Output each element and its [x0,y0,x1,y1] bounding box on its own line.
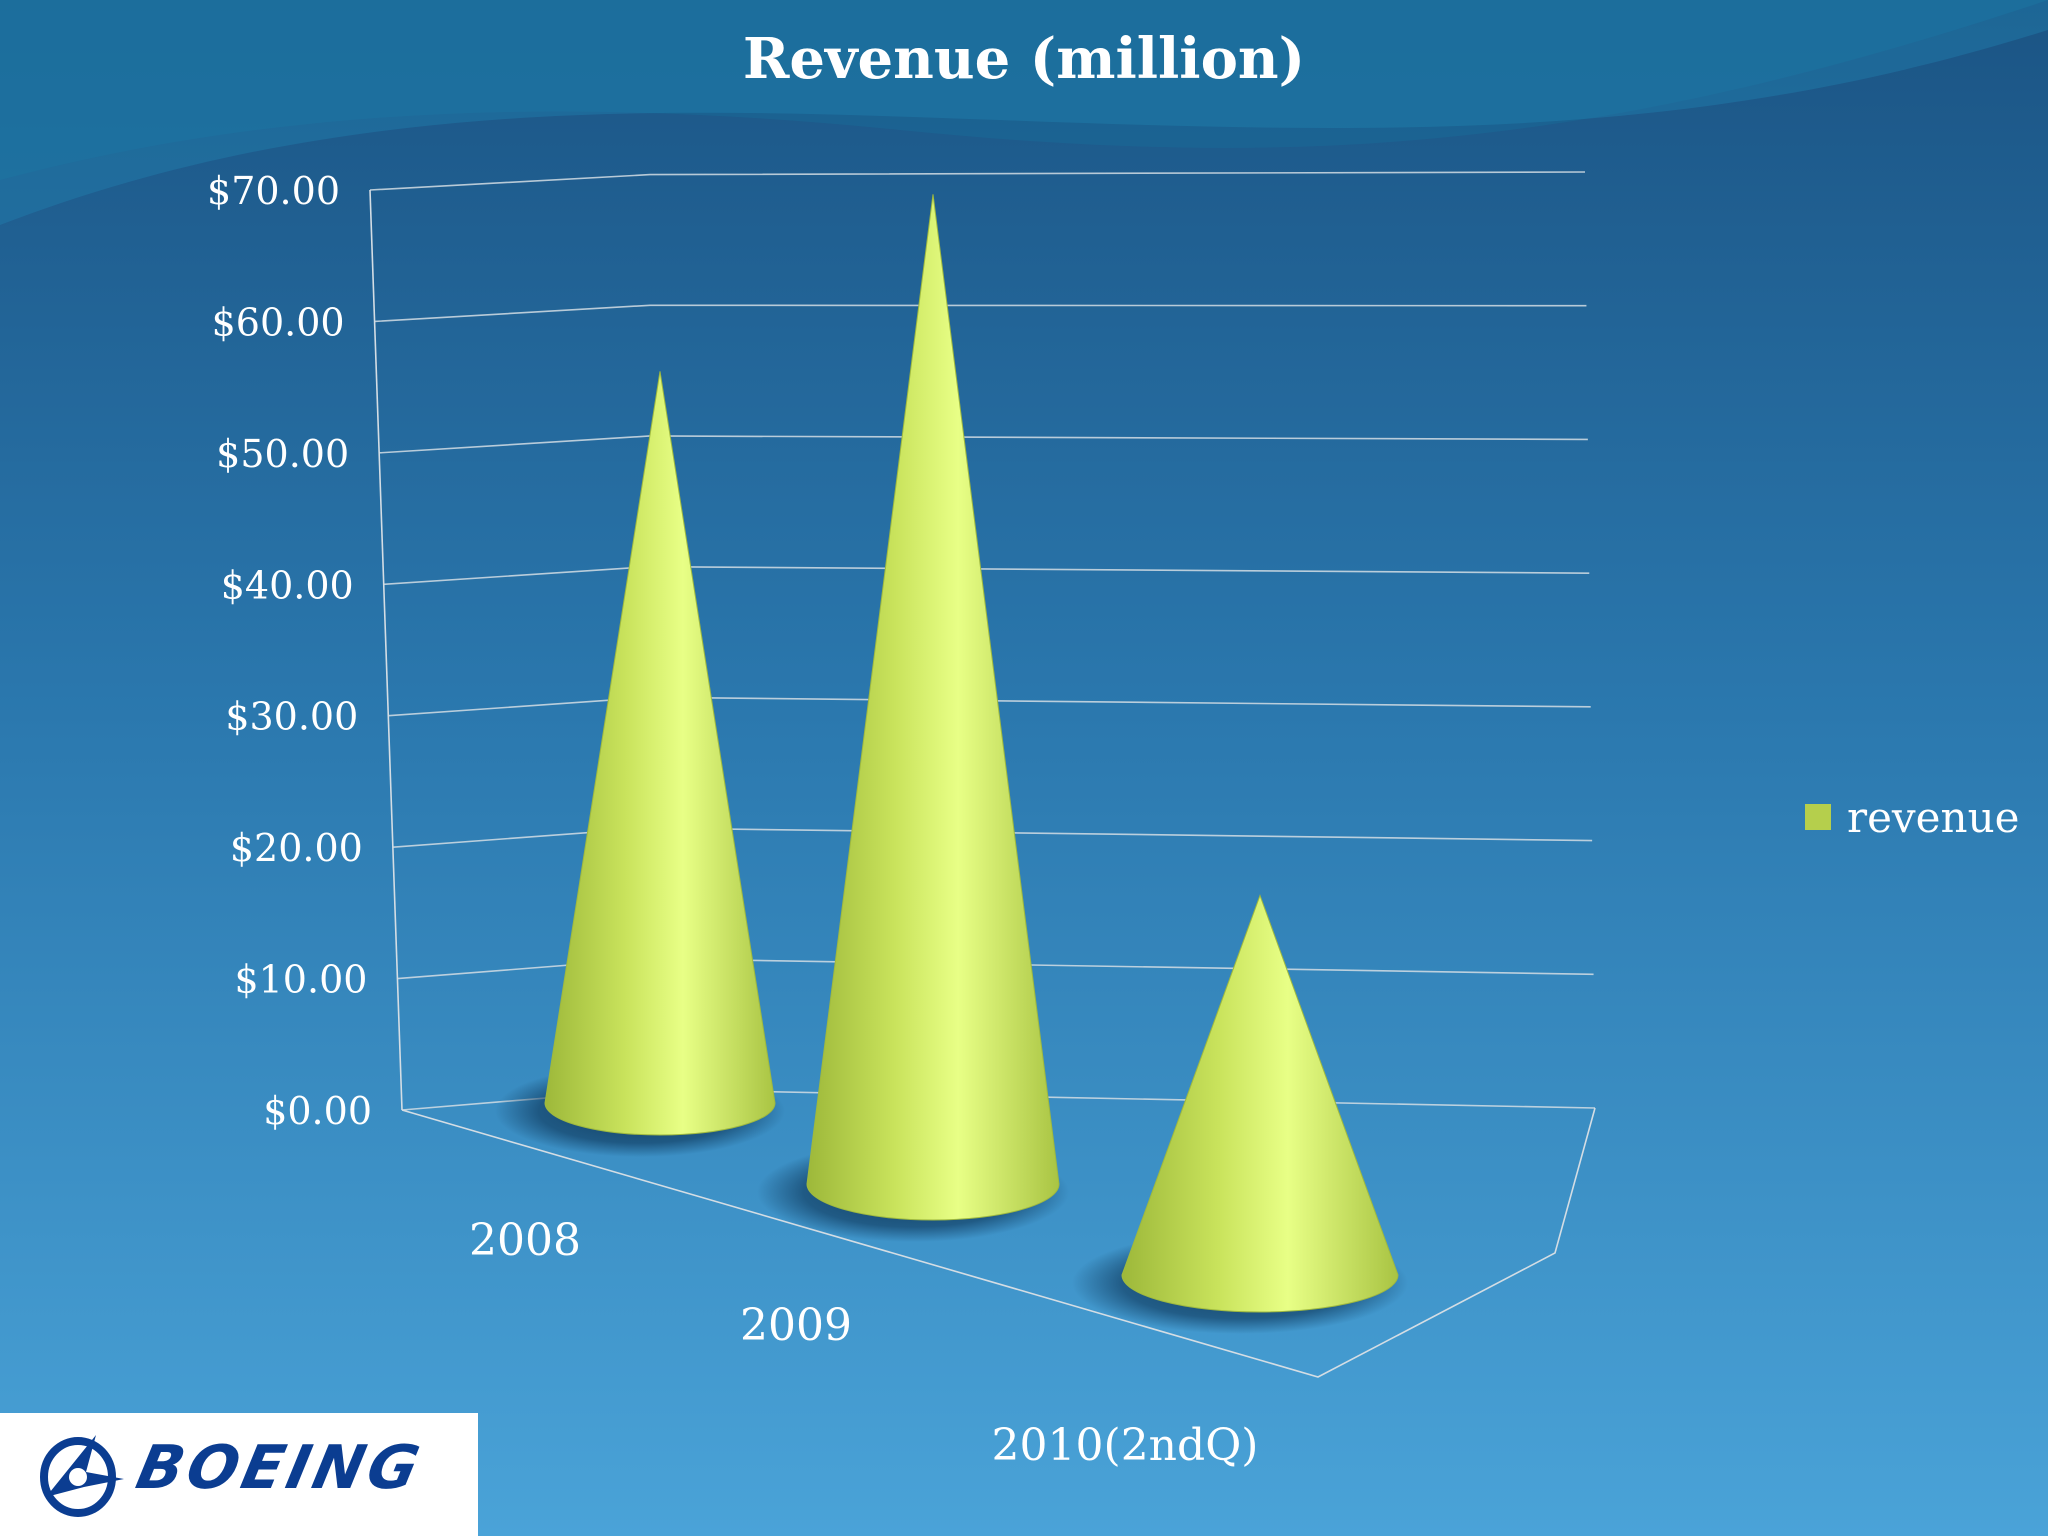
bar [544,371,776,1136]
x-tick-label: 2009 [740,1300,852,1351]
boeing-logo: BOEING [0,1413,478,1536]
boeing-wordmark: BOEING [130,1433,429,1503]
y-tick-label: $70.00 [207,169,340,213]
y-tick-label: $50.00 [216,432,349,476]
y-tick-label: $60.00 [212,300,345,344]
background-wave [0,0,2048,180]
gridline [369,171,1586,191]
floor-outline [401,1107,1596,1378]
y-tick-label: $20.00 [230,826,363,870]
y-tick-label: $30.00 [225,695,358,739]
legend-label: revenue [1847,792,2020,842]
legend-swatch [1805,804,1831,830]
y-tick-label: $40.00 [221,563,354,607]
bar-cone-body [544,371,776,1136]
boeing-symbol-icon [40,1435,124,1517]
bar [1121,894,1399,1313]
x-tick-label: 2008 [469,1215,581,1266]
y-tick-label: $10.00 [234,958,367,1002]
bar-cone-body [806,194,1060,1221]
bar-cone-body [1121,894,1399,1313]
legend: revenue [1805,792,2019,842]
gridline [374,304,1587,323]
y-axis-line [369,189,403,1111]
x-tick-label: 2010(2ndQ) [992,1420,1259,1471]
chart-title: Revenue (million) [742,26,1306,92]
y-tick-label: $0.00 [263,1089,372,1133]
background-wave-light [0,0,2048,225]
bar [806,194,1060,1221]
